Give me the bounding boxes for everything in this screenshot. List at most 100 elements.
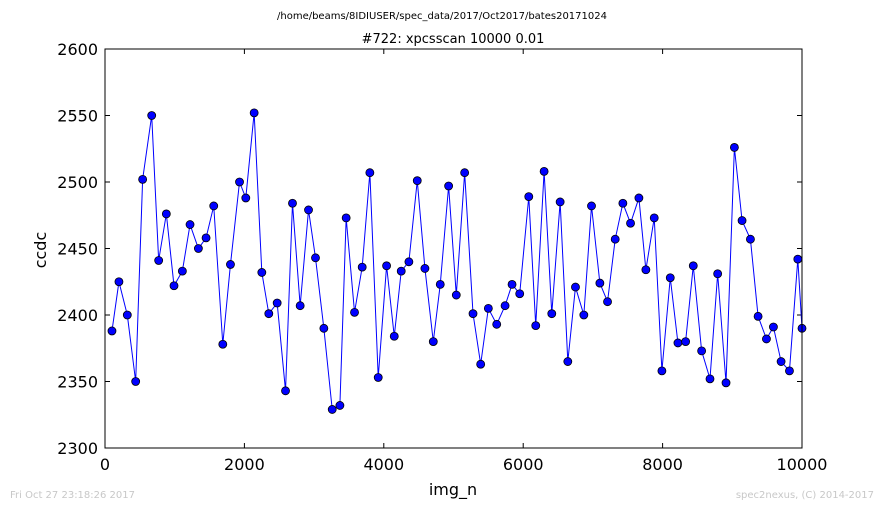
data-point [169,281,179,291]
data-point [595,278,605,288]
data-point [776,357,786,366]
data-point [114,277,124,287]
data-point [154,256,164,265]
data-point [131,377,141,386]
data-point [193,244,203,253]
x-tick-label: 6000 [503,455,544,474]
x-tick-label: 0 [100,455,110,474]
data-point [428,337,438,347]
data-point [288,198,297,208]
data-point [515,289,525,299]
data-point [571,282,580,292]
x-tick-label: 4000 [363,455,404,474]
data-point [264,309,274,319]
data-point [793,254,803,264]
data-point [404,257,414,267]
data-point [365,168,375,178]
data-point [272,298,282,308]
y-tick-label: 2450 [57,240,98,259]
y-tick-label: 2550 [57,107,98,126]
data-point [350,307,359,317]
data-point [201,233,211,243]
data-point [721,378,731,388]
series-points [107,108,807,414]
data-point [657,366,667,376]
data-point [226,260,235,269]
data-point [563,357,573,366]
data-point [396,266,406,276]
y-axis-label: ccdc [31,232,50,269]
data-point [161,209,171,219]
data-point [444,181,454,191]
data-point [107,326,117,336]
data-point [341,213,351,223]
data-point [729,143,739,152]
data-point [492,319,502,329]
footer-credit: spec2nexus, (C) 2014-2017 [736,490,874,501]
y-axis: 2300 2350 2400 2450 2500 2550 2600 [57,40,802,458]
data-point [507,280,517,289]
data-point [389,331,399,341]
data-point [483,303,493,313]
data-point [539,166,549,176]
data-point [122,310,132,320]
x-tick-label: 2000 [224,455,265,474]
data-point [304,205,313,215]
data-point [688,261,698,271]
data-point [785,366,794,376]
footer-timestamp: Fri Oct 27 23:18:26 2017 [10,490,135,501]
chart-suptitle: /home/beams/8IDIUSER/spec_data/2017/Oct2… [277,11,607,22]
data-point [257,268,267,277]
data-point [673,338,683,348]
data-point [737,216,747,225]
chart-title: #722: xpcsscan 10000 0.01 [362,32,545,47]
data-point [681,337,691,347]
data-point [476,359,486,369]
data-point [147,111,157,120]
y-tick-label: 2600 [57,40,98,59]
data-point [649,213,659,223]
y-tick-label: 2300 [57,439,98,458]
data-point [762,334,771,344]
y-tick-label: 2350 [57,373,98,392]
data-point [373,373,383,382]
data-point [295,301,305,311]
data-point [618,198,628,208]
data-point [335,401,345,410]
data-point [603,297,612,307]
data-point [468,309,478,319]
data-point [235,177,244,187]
data-point [547,309,557,319]
data-point [579,310,589,320]
y-tick-label: 2500 [57,173,98,192]
data-point [769,322,778,332]
data-point [382,261,391,271]
data-point [460,168,470,178]
data-point [327,405,337,414]
data-point [185,220,195,229]
data-point [249,108,259,118]
data-point [311,253,320,263]
x-axis: 0 2000 4000 6000 8000 10000 [100,49,828,474]
data-point [500,301,510,311]
data-point [587,201,596,211]
data-point [420,264,430,273]
y-tick-label: 2400 [57,306,98,325]
data-point [412,176,422,186]
data-point [626,218,635,228]
data-point [705,374,715,384]
data-point [241,193,251,203]
data-point [746,234,755,244]
data-point [713,269,723,279]
data-point [357,262,367,272]
data-point [610,234,620,244]
data-point [697,346,707,356]
data-point [218,339,228,349]
x-tick-label: 8000 [642,455,683,474]
data-point [435,280,445,289]
x-tick-label: 10000 [777,455,828,474]
data-point [177,266,187,276]
data-point [665,273,675,283]
data-point [451,290,461,300]
data-point [138,174,148,184]
